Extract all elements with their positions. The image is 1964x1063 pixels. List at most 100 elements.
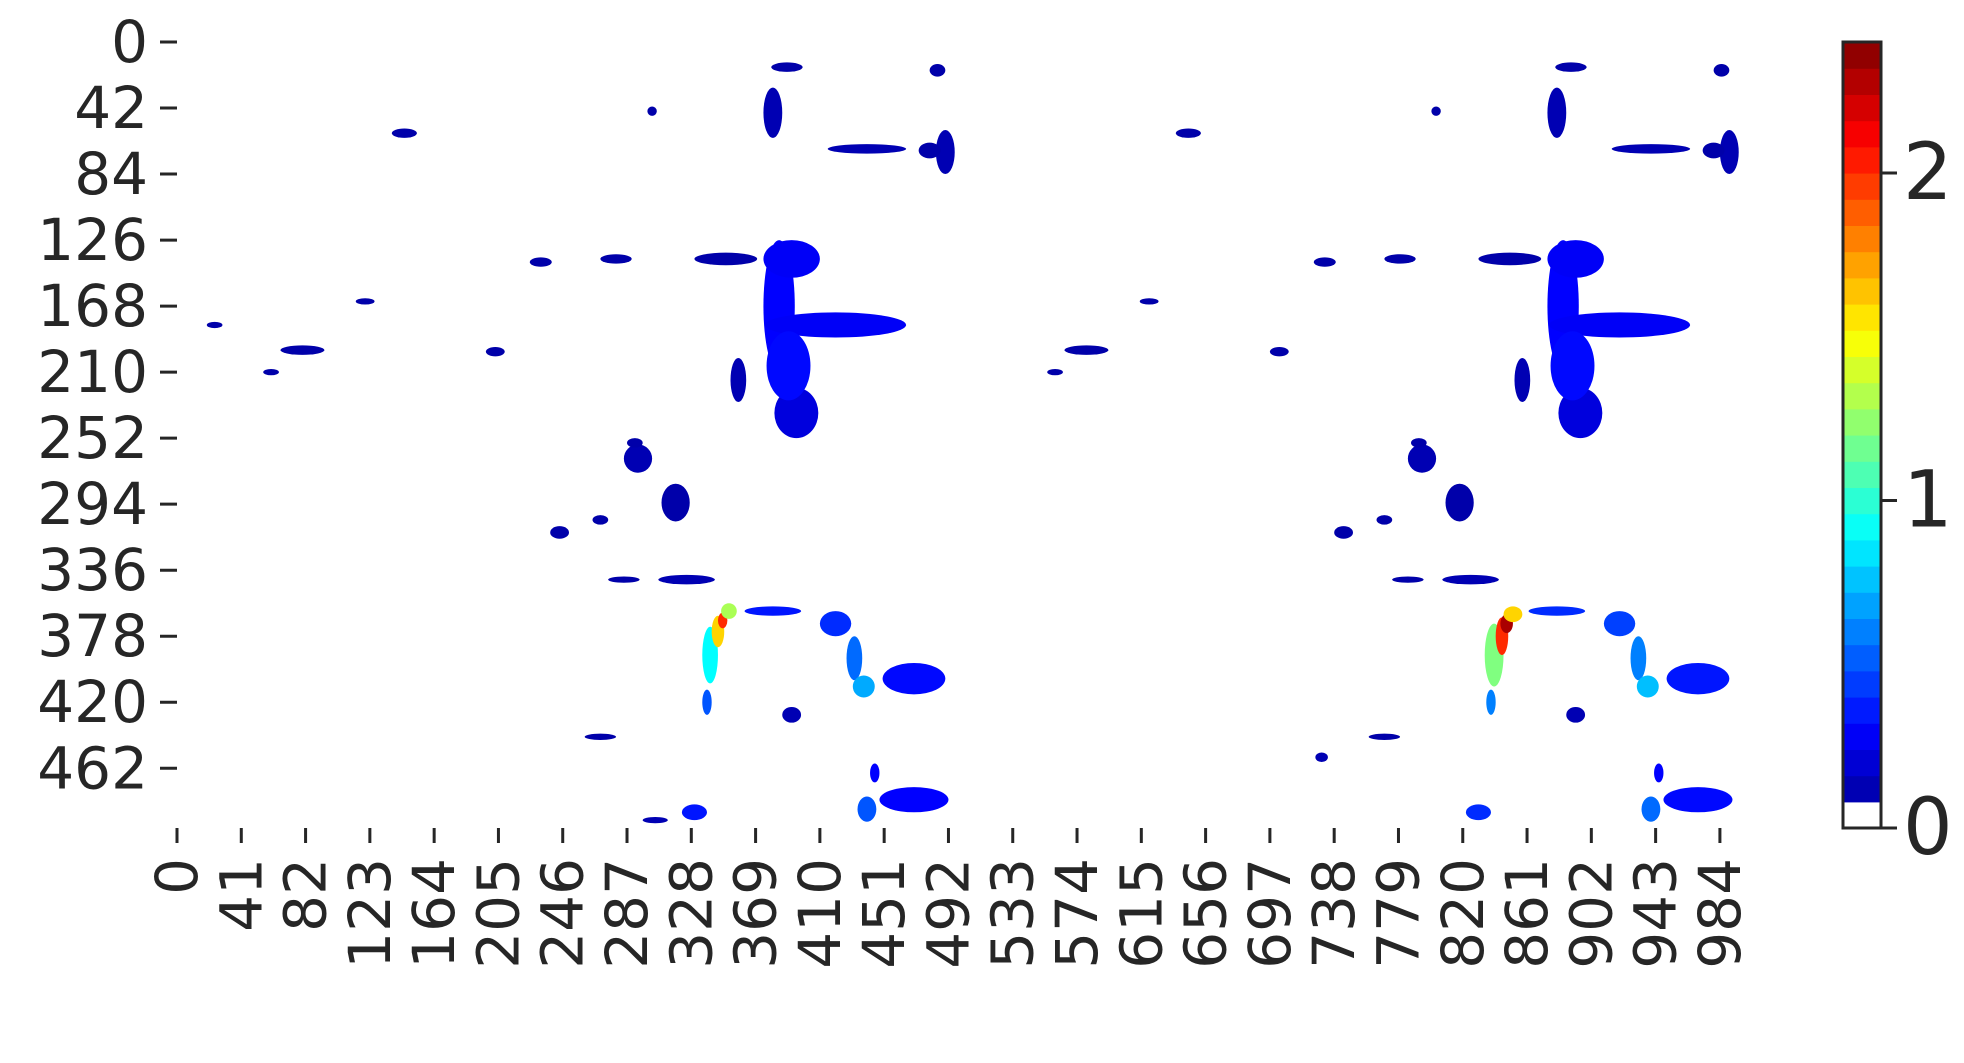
x-tick-label: 369	[722, 858, 790, 969]
heatmap-cell	[485, 346, 505, 357]
heatmap-cell	[1392, 576, 1424, 583]
colorbar-segment	[1843, 68, 1881, 95]
colorbar-segment	[1843, 330, 1881, 357]
heatmap-cell	[1313, 257, 1336, 267]
heatmap-cell	[1431, 106, 1441, 116]
heatmap-cell	[1384, 254, 1416, 264]
x-tick-label: 861	[1493, 858, 1561, 969]
y-tick-label: 378	[37, 602, 148, 670]
heatmap-cell	[870, 763, 880, 783]
colorbar-segment	[1843, 697, 1881, 724]
heatmap-cell	[721, 603, 737, 619]
heatmap-cell	[1719, 130, 1739, 175]
heatmap-cell	[1566, 706, 1586, 723]
heatmap-cell	[879, 787, 949, 813]
heatmap-cell	[774, 387, 819, 439]
x-tick-label: 697	[1236, 858, 1304, 969]
colorbar-frame	[1841, 40, 1883, 830]
x-tick-label: 123	[336, 858, 404, 969]
heatmap-cell	[647, 106, 657, 116]
y-tick-label: 420	[37, 668, 148, 736]
heatmap-cell	[1555, 62, 1587, 72]
heatmap-cell	[1713, 64, 1730, 77]
heatmap-cell	[744, 606, 802, 616]
heatmap-cell	[661, 483, 690, 522]
heatmap-cell	[1641, 796, 1661, 822]
colorbar-segment	[1843, 277, 1881, 305]
heatmap-cell	[852, 675, 875, 698]
x-tick-label: 656	[1172, 858, 1240, 969]
heatmap-cell	[730, 357, 747, 402]
heatmap-cell	[1064, 345, 1109, 355]
colorbar-segment	[1843, 42, 1881, 69]
colorbar: 0 1 2	[1841, 40, 1953, 873]
x-tick-label: 328	[657, 858, 725, 969]
heatmap-cell	[1442, 574, 1499, 585]
heatmap-cell	[1269, 346, 1289, 357]
colorbar-segment	[1843, 120, 1881, 148]
y-tick-label: 294	[37, 470, 148, 538]
colorbar-segment	[1843, 251, 1881, 279]
colorbar-segment	[1843, 225, 1881, 253]
heatmap-cell	[1411, 438, 1427, 448]
colorbar-segment	[1843, 94, 1881, 122]
y-tick-label: 42	[74, 74, 148, 142]
heatmap-cell	[206, 321, 223, 329]
x-tick-label: 779	[1364, 858, 1432, 969]
y-tick-label: 0	[111, 8, 148, 76]
heatmap-cell	[1503, 606, 1523, 623]
x-tick-label: 615	[1107, 858, 1175, 969]
colorbar-segment	[1843, 408, 1881, 436]
heatmap-plot-area	[206, 62, 1739, 824]
colorbar-segment	[1843, 618, 1881, 646]
y-tick-label: 84	[74, 140, 148, 208]
heatmap-cell	[694, 252, 758, 266]
heatmap-cell	[600, 254, 632, 264]
colorbar-segment	[1843, 461, 1881, 488]
y-tick-label: 252	[37, 404, 148, 472]
colorbar-segment	[1843, 801, 1881, 829]
heatmap-cell	[846, 636, 863, 681]
y-tick-label: 168	[37, 272, 148, 340]
colorbar-segment	[1843, 539, 1881, 567]
heatmap-cell	[1047, 368, 1063, 376]
heatmap-cell	[702, 689, 712, 715]
heatmap-cell	[1445, 483, 1474, 522]
heatmap-cell	[1630, 636, 1647, 681]
heatmap-cell	[929, 64, 946, 77]
heatmap-cell	[391, 128, 417, 138]
heatmap-cell	[765, 312, 907, 338]
x-tick-label: 902	[1557, 858, 1625, 969]
colorbar-tick-label: 1	[1903, 456, 1953, 546]
heatmap-cell	[623, 444, 653, 473]
heatmap-cell	[1603, 611, 1636, 637]
y-tick-label: 210	[37, 338, 148, 406]
heatmap-cell	[1547, 240, 1604, 278]
x-tick-label: 41	[207, 858, 275, 932]
heatmap-cell	[280, 345, 325, 355]
heatmap-cell	[819, 611, 852, 637]
colorbar-segment	[1843, 670, 1881, 698]
heatmap-cell	[263, 368, 279, 376]
colorbar-segment	[1843, 775, 1881, 803]
x-tick-label: 984	[1686, 858, 1754, 969]
heatmap-cell	[857, 796, 877, 822]
heatmap-cell	[584, 733, 617, 740]
heatmap-cell	[1486, 689, 1496, 715]
heatmap-cell	[1407, 444, 1437, 473]
colorbar-segment	[1843, 146, 1881, 174]
colorbar-segment	[1843, 435, 1881, 462]
heatmap-cell	[1478, 252, 1542, 266]
heatmap-cell	[1666, 662, 1730, 695]
colorbar-segment	[1843, 566, 1881, 593]
heatmap-cell	[1465, 804, 1491, 821]
y-tick-label: 336	[37, 536, 148, 604]
x-tick-label: 533	[979, 858, 1047, 969]
heatmap-cell	[529, 257, 552, 267]
colorbar-segment	[1843, 382, 1881, 410]
heatmap-cell	[1368, 733, 1401, 740]
x-tick-label: 246	[529, 858, 597, 969]
heatmap-cell	[1547, 87, 1567, 138]
heatmap-cell	[627, 438, 643, 448]
heatmap-cell	[1549, 312, 1691, 338]
